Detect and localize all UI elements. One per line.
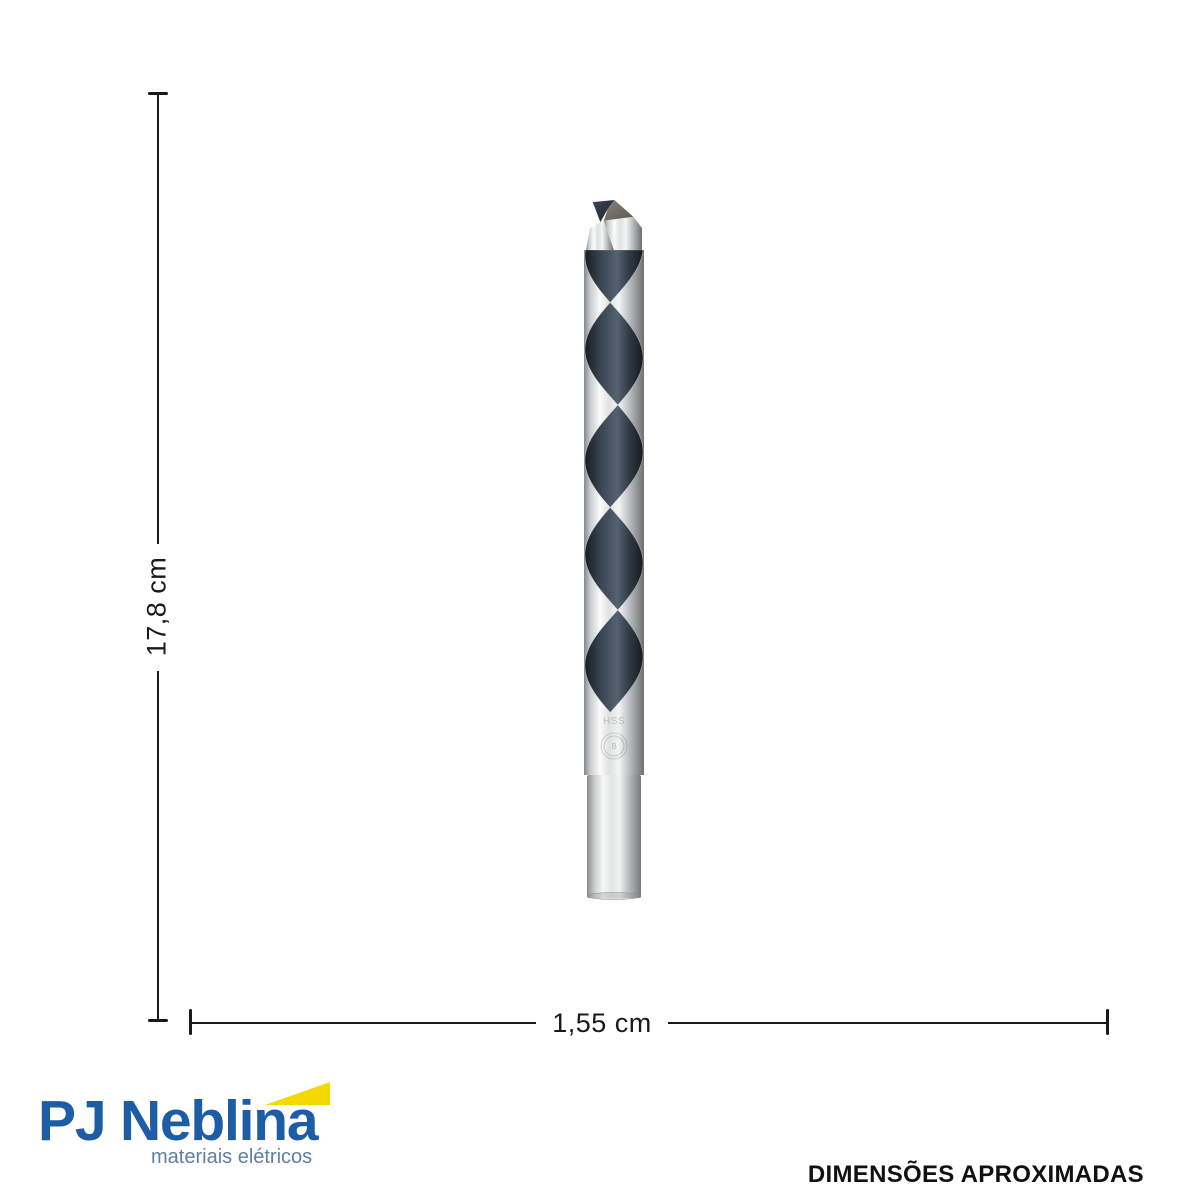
svg-text:PJ Neblina: PJ Neblina <box>38 1089 320 1153</box>
svg-text:B: B <box>611 742 616 751</box>
svg-text:materiais elétricos: materiais elétricos <box>151 1146 312 1168</box>
svg-text:HSS: HSS <box>603 716 625 727</box>
